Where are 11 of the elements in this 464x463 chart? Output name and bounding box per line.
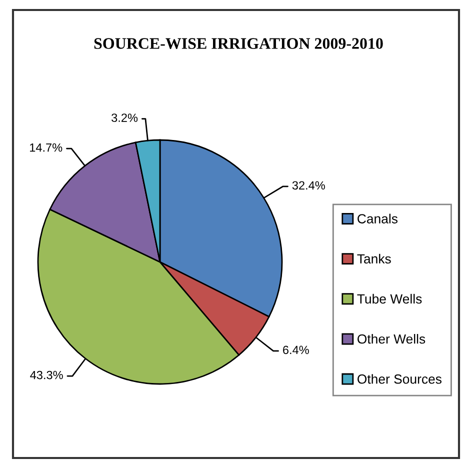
legend-label: Tanks <box>357 254 391 264</box>
legend-label: Tube Wells <box>357 294 422 304</box>
legend-label: Other Wells <box>358 334 426 344</box>
data-label: 32.4% <box>292 181 325 190</box>
data-label: 3.2% <box>112 114 138 122</box>
data-label: 6.4% <box>283 346 309 354</box>
legend-label: Other Sources <box>358 374 442 384</box>
legend-label: Canals <box>358 214 398 224</box>
data-label: 14.7% <box>30 143 62 152</box>
data-label: 43.3% <box>30 370 63 380</box>
chart-title: SOURCE-WISE IRRIGATION 2009-2010 <box>94 38 383 49</box>
